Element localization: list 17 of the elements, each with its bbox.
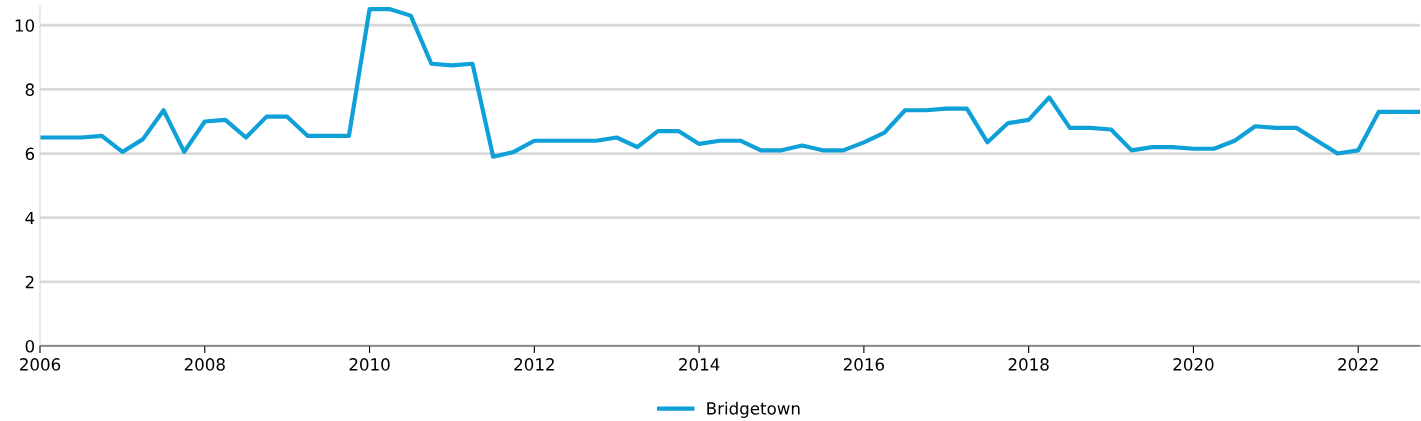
y-tick-label: 8 xyxy=(25,83,34,96)
y-tick-label: 6 xyxy=(25,147,35,161)
x-tick-label: 2012 xyxy=(514,358,554,371)
y-tick-label: 10 xyxy=(15,19,35,32)
x-tick-label: 2016 xyxy=(843,358,885,371)
y-tick-label: 2 xyxy=(25,275,34,289)
x-tick-label: 2018 xyxy=(1008,358,1049,371)
x-tick-label: 2022 xyxy=(1338,358,1378,371)
y-tick-label: 4 xyxy=(25,211,35,225)
y-tick-label: 0 xyxy=(25,339,35,353)
line-series xyxy=(40,7,1420,159)
x-tick-label: 2020 xyxy=(1173,358,1214,371)
legend-label: Bridgetown xyxy=(707,401,800,418)
x-tick-label: 2010 xyxy=(349,358,390,371)
x-tick-label: 2006 xyxy=(20,358,61,371)
x-tick-label: 2014 xyxy=(679,358,720,371)
x-tick-label: 2008 xyxy=(184,358,225,371)
